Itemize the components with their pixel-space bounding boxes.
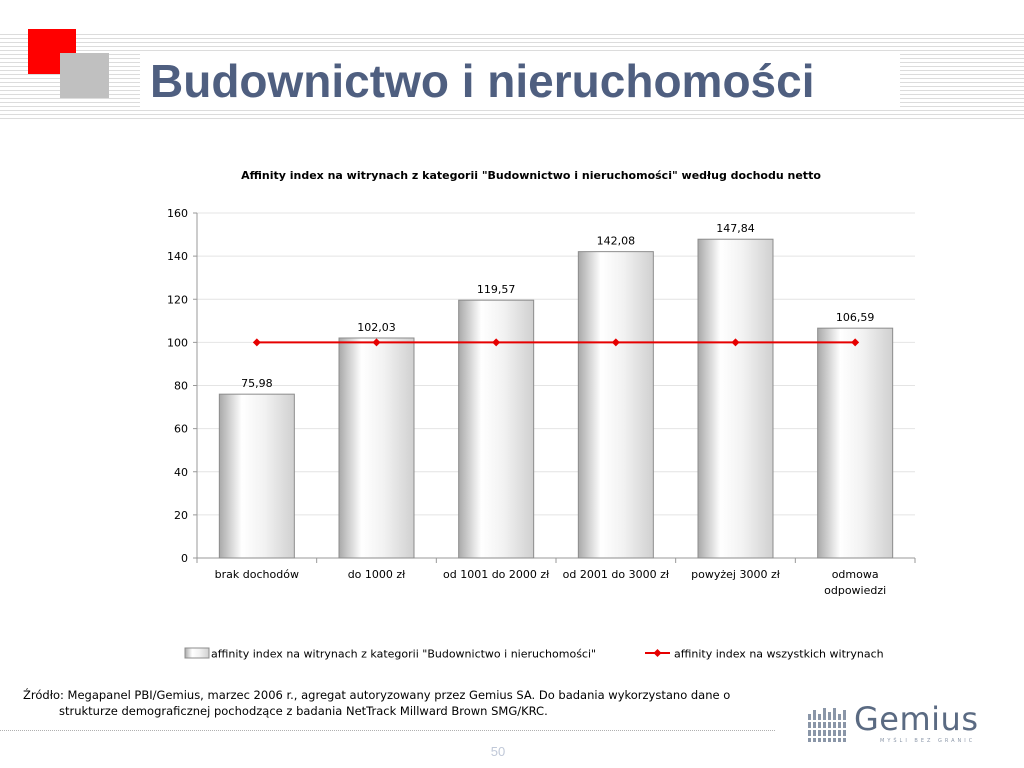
y-tick-label: 80: [174, 380, 188, 393]
bar: [697, 238, 774, 559]
category-label: odmowa: [832, 568, 879, 581]
title-background: [140, 52, 900, 110]
gray-square-decoration: [60, 53, 109, 98]
data-label: 102,03: [357, 321, 396, 334]
y-tick-label: 100: [167, 336, 188, 349]
data-label: 106,59: [836, 311, 875, 324]
category-label: powyżej 3000 zł: [691, 568, 781, 581]
data-label: 147,84: [716, 222, 755, 235]
y-tick-label: 0: [181, 552, 188, 565]
category-label: brak dochodów: [215, 568, 299, 581]
y-tick-label: 40: [174, 466, 188, 479]
footer-divider: [0, 730, 775, 731]
line-point: [731, 338, 740, 347]
data-label: 75,98: [241, 377, 273, 390]
logo-tagline: MYŚLI BEZ GRANIC: [880, 738, 976, 744]
line-point: [252, 338, 261, 347]
data-label: 119,57: [477, 283, 516, 296]
line-point: [611, 338, 620, 347]
line-point: [372, 338, 381, 347]
data-label: 142,08: [597, 235, 636, 248]
y-tick-label: 160: [167, 207, 188, 220]
legend-line-marker: [653, 649, 662, 657]
line-point: [492, 338, 501, 347]
legend-label-line: affinity index na wszystkich witrynach: [674, 648, 884, 661]
chart-title: Affinity index na witrynach z kategorii …: [241, 169, 821, 182]
page-title: Budownictwo i nieruchomości: [150, 55, 815, 107]
page-number: 50: [490, 744, 506, 759]
y-tick-label: 60: [174, 423, 188, 436]
legend-label-bars: affinity index na witrynach z kategorii …: [211, 648, 596, 661]
bar: [338, 337, 415, 559]
logo-wordmark: Gemius: [854, 700, 979, 738]
legend-swatch-bars: [184, 647, 210, 659]
source-note: Źródło: Megapanel PBI/Gemius, marzec 200…: [23, 688, 731, 718]
bar: [817, 327, 894, 559]
y-tick-label: 140: [167, 250, 188, 263]
line-point: [851, 338, 860, 347]
bar: [218, 393, 295, 559]
y-tick-label: 120: [167, 293, 188, 306]
category-label: od 1001 do 2000 zł: [443, 568, 550, 581]
y-tick-label: 20: [174, 509, 188, 522]
category-label: od 2001 do 3000 zł: [563, 568, 670, 581]
category-label: odpowiedzi: [824, 584, 886, 597]
bar: [577, 251, 654, 559]
logo-bars-icon: [806, 708, 852, 742]
gemius-logo: Gemius MYŚLI BEZ GRANIC: [806, 700, 986, 748]
category-label: do 1000 zł: [348, 568, 406, 581]
